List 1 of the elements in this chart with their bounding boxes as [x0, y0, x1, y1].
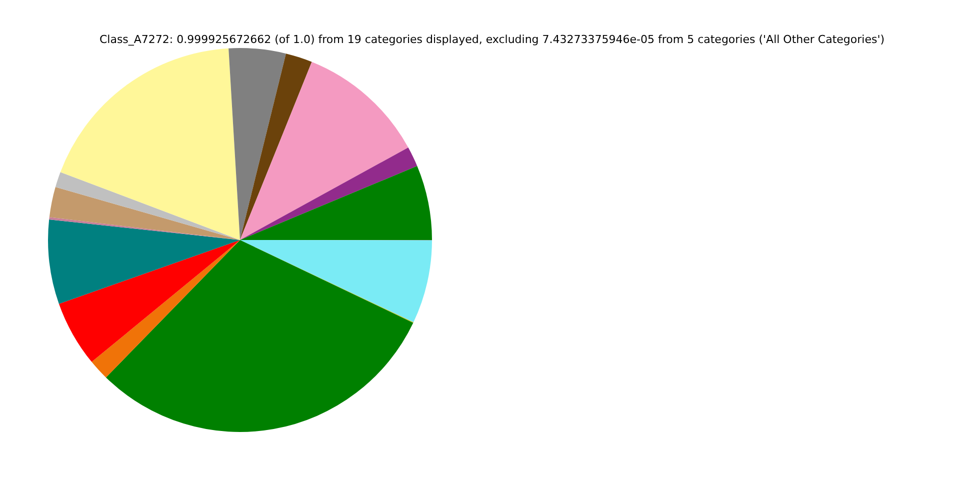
text: Class_A7272: 0.999925672662 (of 1.0) from 19 categories displayed, excluding 7.43273375946e-05 from 5 categories ('All Other Categories')	[98, 33, 886, 46]
